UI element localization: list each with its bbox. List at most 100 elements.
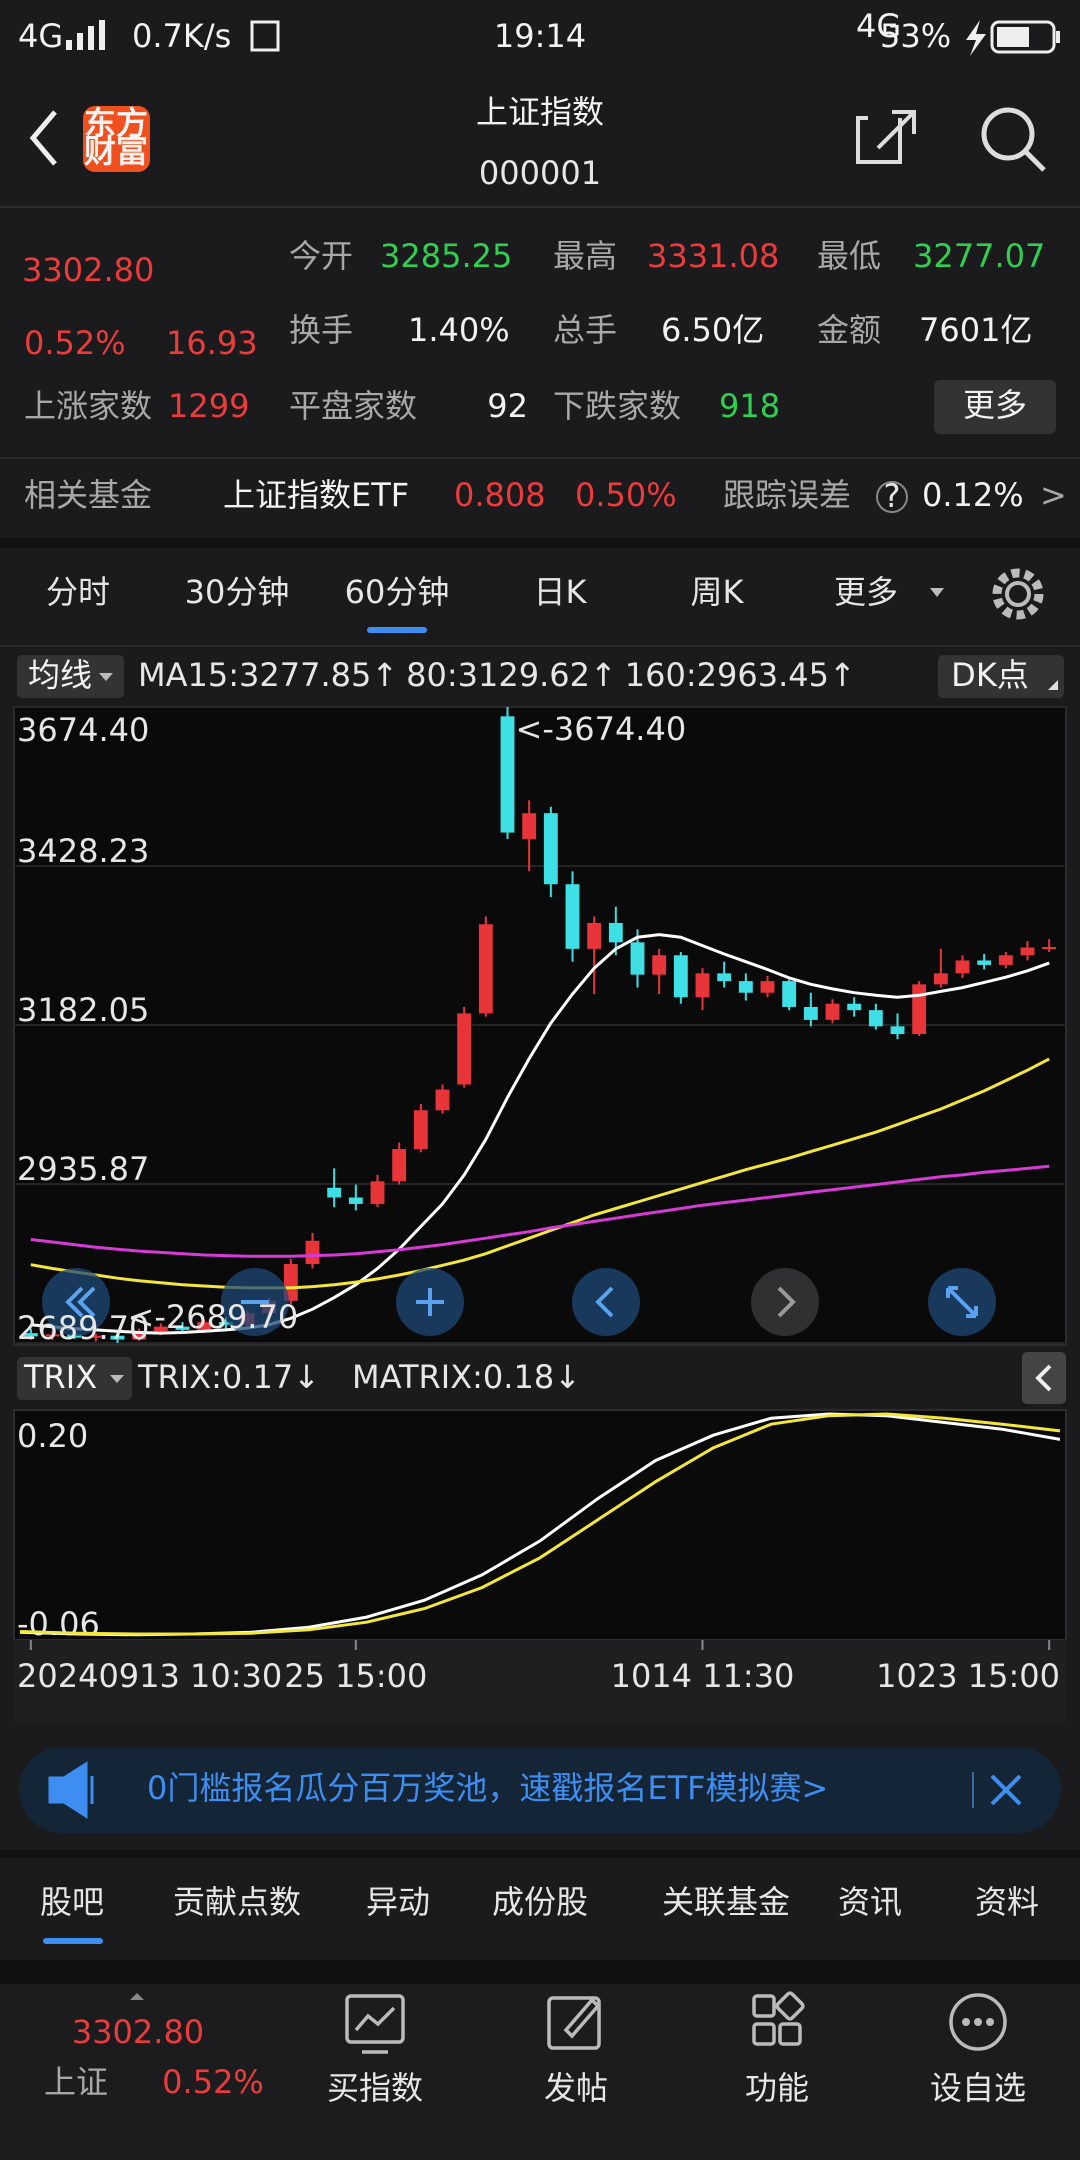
more-button[interactable]	[934, 380, 1056, 434]
buy-index-icon[interactable]	[345, 1994, 405, 2044]
divider	[0, 1960, 1080, 1984]
icon	[946, 1286, 978, 1318]
dk-button-label[interactable]: DK点	[951, 656, 1029, 694]
status-icon	[250, 20, 280, 52]
indicator-menu[interactable]	[17, 1357, 132, 1400]
info-tab[interactable]: 异动	[366, 1883, 430, 1921]
period-tab[interactable]: 更多	[834, 573, 898, 611]
share-button[interactable]	[856, 110, 916, 164]
nav-item-label[interactable]: 功能	[745, 2069, 809, 2107]
collapse-button[interactable]	[1022, 1352, 1066, 1404]
stat-value: 3331.08	[647, 237, 779, 275]
candle-body	[825, 1003, 840, 1020]
y-tick-label: 2689.70	[17, 1309, 149, 1347]
candle-body	[543, 813, 558, 885]
min-annotation: <-2689.70	[128, 1298, 299, 1336]
candle-body	[110, 1335, 125, 1340]
nav-items: 买指数 发帖 功能 设自选	[327, 2069, 1026, 2107]
nav-icons	[345, 1991, 1007, 2054]
fund-name[interactable]: 上证指数ETF	[223, 476, 409, 514]
search-button[interactable]	[981, 107, 1046, 172]
candle-body	[500, 716, 515, 833]
icon	[777, 1286, 796, 1318]
info-tab[interactable]: 股吧	[40, 1883, 104, 1921]
post-icon[interactable]	[547, 1996, 601, 2050]
nav-item-label[interactable]: 买指数	[327, 2069, 423, 2107]
battery-fill	[997, 27, 1029, 47]
breadth-label: 上涨家数	[24, 387, 152, 425]
change-value: 16.93	[166, 324, 258, 362]
info-tab[interactable]: 关联基金	[662, 1883, 790, 1921]
candle-body	[652, 955, 667, 975]
scroll-right-button[interactable]	[751, 1268, 819, 1336]
candle-body	[392, 1149, 407, 1182]
candle-body	[760, 981, 775, 993]
function-icon[interactable]	[752, 1994, 776, 2018]
signal-icon	[66, 20, 105, 50]
fund-arrow[interactable]: >	[1040, 476, 1067, 514]
indicator-menu-label[interactable]: TRIX	[23, 1358, 97, 1396]
period-tab[interactable]: 周K	[691, 573, 745, 611]
nav-item-label[interactable]: 设自选	[930, 2069, 1026, 2107]
more-button-label[interactable]: 更多	[963, 386, 1027, 424]
candle-body	[153, 1326, 168, 1332]
candle-body	[608, 922, 623, 943]
stat-label: 总手	[553, 311, 617, 349]
period-tab[interactable]: 分时	[46, 573, 110, 611]
info-tab[interactable]: 成份股	[492, 1883, 588, 1921]
menu-arrow	[99, 673, 113, 681]
info-tab[interactable]: 资讯	[838, 1883, 902, 1921]
info-tabs: 股吧 贡献点数 异动 成份股 关联基金 资讯 资料	[40, 1883, 1039, 1921]
logo-text: 财富	[84, 132, 148, 170]
dk-button[interactable]	[938, 655, 1064, 698]
help-icon[interactable]	[876, 481, 908, 513]
info-tab[interactable]: 贡献点数	[173, 1883, 301, 1921]
divider	[0, 538, 1080, 548]
nav-item-label[interactable]: 发帖	[544, 2069, 608, 2107]
stat-value: 7601亿	[919, 311, 1032, 349]
back-button[interactable]	[29, 110, 57, 166]
period-tab[interactable]: 30分钟	[185, 573, 290, 611]
indicator-menu[interactable]	[17, 655, 124, 698]
icon	[563, 1997, 601, 2039]
stat-value: 1.40%	[408, 311, 510, 349]
period-tab[interactable]: 日K	[534, 573, 588, 611]
legend-entry: 80:3129.62↑	[406, 656, 617, 694]
icon	[752, 2022, 776, 2046]
promo-banner[interactable]	[19, 1747, 1061, 1833]
x-tick-label: 1023 15:00	[876, 1657, 1060, 1695]
dots	[962, 2018, 994, 2026]
active-tab-underline	[367, 627, 427, 633]
candle-body	[413, 1110, 428, 1150]
nav-index-pct[interactable]: 0.52%	[162, 2063, 264, 2101]
info-tab[interactable]: 资料	[975, 1883, 1039, 1921]
close-button[interactable]	[990, 1774, 1022, 1806]
ma-line	[30, 1057, 1050, 1290]
page-title: 上证指数	[476, 93, 604, 131]
nav-index-price[interactable]: 3302.80	[72, 2013, 204, 2051]
candle-body	[673, 955, 688, 998]
fund-pct: 0.50%	[575, 476, 677, 514]
dk-corner	[1048, 680, 1058, 690]
indicator-menu-label[interactable]: 均线	[28, 656, 92, 694]
watchlist-icon[interactable]	[949, 1993, 1007, 2051]
y-tick-label: 3674.40	[17, 711, 149, 749]
y-tick-label: 3182.05	[17, 991, 149, 1029]
scroll-start-button[interactable]	[42, 1268, 110, 1336]
tracking-value: 0.12%	[922, 476, 1024, 514]
period-tab[interactable]: 60分钟	[345, 573, 450, 611]
x-tick-label: 25 15:00	[284, 1657, 427, 1695]
help-icon-text[interactable]: ?	[884, 477, 901, 515]
promo-text[interactable]: 0门槛报名瓜分百万奖池，速戳报名ETF模拟赛>	[147, 1769, 828, 1807]
menu-arrow	[110, 1375, 124, 1383]
candle-body	[998, 955, 1013, 965]
candle-body	[478, 924, 493, 1014]
nav-index-name[interactable]: 上证	[44, 2063, 108, 2101]
max-annotation: <-3674.40	[516, 710, 687, 748]
legend-entry: MATRIX:0.18↓	[352, 1358, 581, 1396]
scroll-left-button[interactable]	[572, 1268, 640, 1336]
icon	[1035, 1364, 1052, 1392]
breadth-value: 1299	[168, 387, 249, 425]
settings-button[interactable]	[992, 568, 1044, 620]
stat-label: 换手	[289, 311, 353, 349]
